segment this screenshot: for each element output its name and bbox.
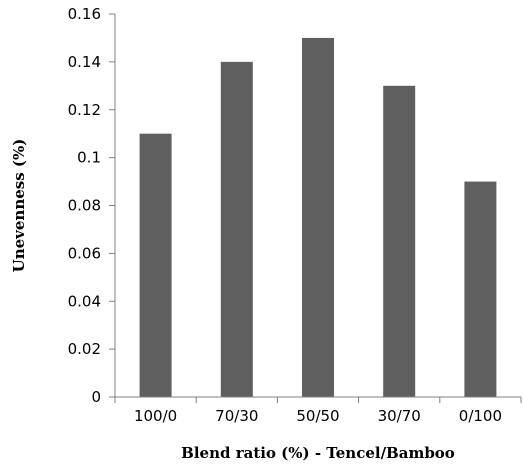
- y-tick-label: 0.08: [68, 197, 101, 215]
- y-tick-label: 0.04: [68, 292, 101, 310]
- y-tick-label: 0.02: [68, 340, 101, 358]
- x-tick-label: 0/100: [459, 407, 502, 425]
- x-tick-label: 70/30: [215, 407, 258, 425]
- y-tick-labels: 0 0.02 0.04 0.06 0.08 0.1 0.12 0.14 0.16: [68, 5, 101, 406]
- bar-0-100: [464, 181, 497, 397]
- y-tick-label: 0.06: [68, 244, 101, 262]
- y-axis-title: Unevenness (%): [10, 139, 28, 273]
- bar-50-50: [302, 37, 334, 397]
- y-tick-label: 0: [91, 388, 101, 406]
- x-tick-labels: 100/0 70/30 50/50 30/70 0/100: [134, 407, 502, 425]
- x-tick-label: 100/0: [134, 407, 177, 425]
- bar-70-30: [220, 61, 253, 397]
- y-tick-label: 0.16: [68, 5, 101, 23]
- y-tick-label: 0.12: [68, 101, 101, 119]
- x-tick-label: 50/50: [296, 407, 339, 425]
- bars: [139, 37, 497, 397]
- axes: [109, 13, 522, 403]
- bar-100-0: [139, 133, 172, 397]
- y-tick-label: 0.1: [77, 149, 101, 167]
- x-axis-title: Blend ratio (%) - Tencel/Bamboo: [181, 444, 455, 462]
- x-tick-label: 30/70: [378, 407, 421, 425]
- y-tick-label: 0.14: [68, 53, 101, 71]
- bar-30-70: [383, 85, 416, 397]
